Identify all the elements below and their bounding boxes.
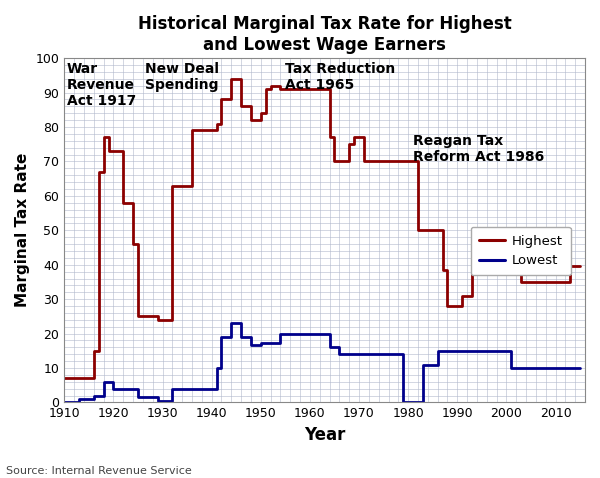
Lowest	[169, 398, 176, 404]
Lowest	[208, 386, 215, 391]
Lowest	[61, 400, 68, 405]
Y-axis label: Marginal Tax Rate: Marginal Tax Rate	[15, 153, 30, 307]
Lowest	[277, 331, 284, 337]
Line: Highest: Highest	[64, 79, 580, 379]
Line: Lowest: Lowest	[64, 323, 580, 402]
Lowest	[228, 320, 235, 326]
Highest	[228, 76, 235, 82]
Text: Source: Internal Revenue Service: Source: Internal Revenue Service	[6, 466, 192, 476]
Legend: Highest, Lowest: Highest, Lowest	[471, 227, 571, 275]
Text: New Deal
Spending: New Deal Spending	[145, 62, 220, 92]
Lowest	[238, 334, 245, 340]
Highest	[119, 200, 127, 206]
Lowest	[566, 365, 574, 371]
Highest	[208, 128, 215, 133]
Text: Tax Reduction
Act 1965: Tax Reduction Act 1965	[286, 62, 395, 92]
Text: Reagan Tax
Reform Act 1986: Reagan Tax Reform Act 1986	[413, 134, 544, 164]
Highest	[218, 120, 225, 126]
Title: Historical Marginal Tax Rate for Highest
and Lowest Wage Earners: Historical Marginal Tax Rate for Highest…	[138, 15, 512, 54]
Highest	[577, 263, 584, 269]
Highest	[61, 376, 68, 381]
X-axis label: Year: Year	[304, 426, 346, 444]
Lowest	[577, 365, 584, 371]
Text: War
Revenue
Act 1917: War Revenue Act 1917	[67, 62, 136, 108]
Highest	[562, 279, 569, 285]
Lowest	[508, 365, 515, 371]
Highest	[277, 83, 284, 88]
Highest	[208, 128, 215, 133]
